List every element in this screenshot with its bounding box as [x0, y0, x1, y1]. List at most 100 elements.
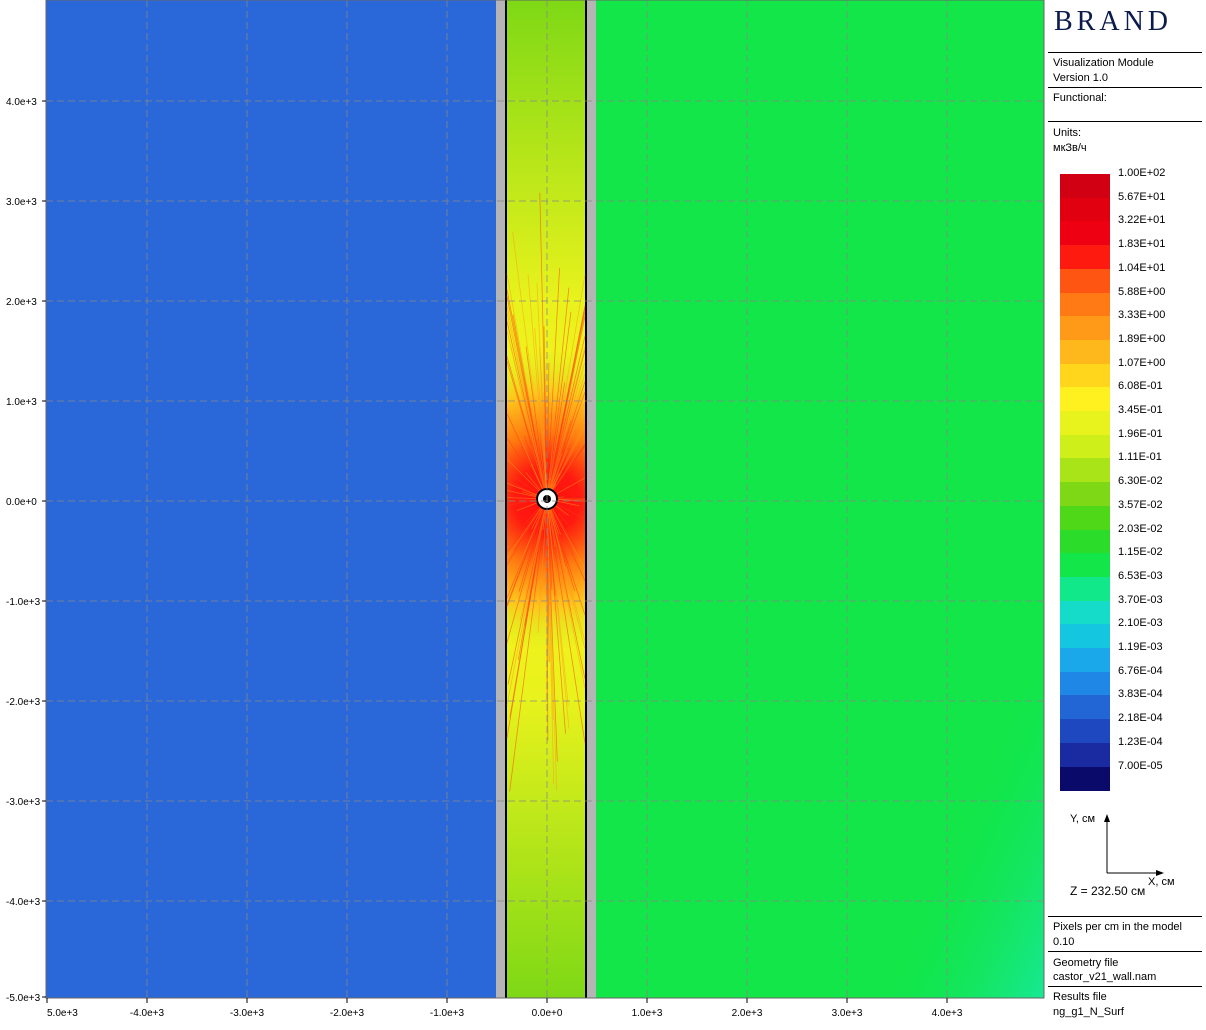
left-region	[46, 0, 496, 998]
legend-label: 3.45E-01	[1118, 404, 1163, 416]
legend-label: 2.18E-04	[1118, 712, 1163, 725]
legend-swatch	[1060, 458, 1110, 483]
x-tick-label: 5.0e+3	[47, 1008, 78, 1019]
pixels-label: Pixels per cm in the model	[1053, 921, 1182, 933]
y-tick-label: -4.0e+3	[6, 897, 41, 908]
module-version: Version 1.0	[1053, 72, 1109, 84]
y-axis-ticks: 4.0e+3 3.0e+3 2.0e+3 1.0e+3 0.0e+0 -1.0e+3 -2.…	[6, 97, 46, 1004]
divider	[1048, 916, 1202, 917]
legend-label: 1.89E+00	[1118, 332, 1166, 345]
legend-entry: 1.89E+00	[1060, 333, 1200, 364]
legend-swatch	[1060, 719, 1110, 744]
x-tick-label: -3.0e+3	[230, 1008, 265, 1019]
legend-entry: 6.53E-03	[1060, 570, 1200, 601]
info-panel: BRAND Visualization Module Version 1.0 F…	[1048, 0, 1206, 1030]
y-tick-label: 1.0e+3	[6, 397, 37, 408]
legend-entry: 3.57E-02	[1060, 499, 1200, 530]
z-label: Z = 232.50 см	[1070, 884, 1146, 898]
divider	[1048, 986, 1202, 987]
legend-label: 1.23E-04	[1118, 735, 1163, 748]
legend-label: 1.83E+01	[1118, 238, 1166, 251]
legend-entry: 2.03E-02	[1060, 523, 1200, 554]
legend-label: 7.00E-05	[1118, 759, 1163, 772]
x-tick-label: -4.0e+3	[130, 1008, 165, 1019]
legend-entry: 1.04E+01	[1060, 262, 1200, 293]
module-name: Visualization Module	[1053, 57, 1154, 69]
divider	[1048, 52, 1202, 53]
legend-entry: 6.30E-02	[1060, 475, 1200, 507]
y-tick-label: -2.0e+3	[6, 697, 41, 708]
legend-swatch	[1060, 505, 1110, 530]
y-tick-label: 2.0e+3	[6, 297, 37, 308]
legend-entry: 6.76E-04	[1060, 665, 1200, 696]
legend-entry: 6.08E-01	[1060, 380, 1200, 412]
legend-label: 6.08E-01	[1118, 380, 1163, 393]
legend-label: 1.07E+00	[1118, 356, 1166, 369]
divider	[1048, 87, 1202, 88]
divider	[1048, 951, 1202, 952]
x-axis-ticks: 5.0e+3 -4.0e+3 -3.0e+3 -2.0e+3 -1.0e+3 0.0e+0…	[46, 998, 963, 1019]
legend-label: 3.70E-03	[1118, 593, 1163, 606]
x-tick-label: 4.0e+3	[932, 1008, 963, 1019]
legend-label: 1.96E-01	[1118, 427, 1163, 440]
legend-entry: 5.67E+01	[1060, 191, 1200, 222]
units-value: мкЗв/ч	[1053, 142, 1087, 154]
legend-label: 3.83E-04	[1118, 688, 1163, 701]
legend-label: 3.22E+01	[1118, 214, 1166, 227]
legend-label: 6.30E-02	[1118, 475, 1163, 488]
legend-swatch	[1060, 316, 1110, 341]
legend-entry: 3.70E-03	[1060, 594, 1200, 625]
legend-entry: 3.22E+01	[1060, 214, 1200, 246]
axis-orientation-icon	[1104, 814, 1164, 876]
brand-logo: BRAND	[1054, 6, 1173, 37]
y-axis-label: Y, см	[1070, 813, 1096, 825]
legend-swatch	[1060, 292, 1110, 317]
legend-entry: 2.10E-03	[1060, 617, 1200, 649]
y-tick-label: -5.0e+3	[6, 993, 41, 1004]
legend-entry: 5.88E+00	[1060, 286, 1200, 317]
legend-swatch	[1060, 695, 1110, 720]
legend-label: 5.67E+01	[1118, 190, 1166, 203]
legend-label: 6.76E-04	[1118, 664, 1163, 677]
y-tick-label: 0.0e+0	[6, 497, 37, 508]
x-tick-label: -1.0e+3	[430, 1008, 465, 1019]
legend-entry: 1.23E-04	[1060, 736, 1200, 767]
geometry-label: Geometry file	[1053, 957, 1119, 969]
legend-entry: 1.07E+00	[1060, 357, 1200, 388]
geometry-value: castor_v21_wall.nam	[1053, 971, 1157, 983]
units-label: Units:	[1053, 127, 1082, 139]
grid	[46, 0, 1044, 998]
divider	[1048, 121, 1202, 122]
legend-swatch	[1060, 624, 1110, 649]
legend-entry: 1.11E-01	[1060, 451, 1200, 483]
legend-label: 1.11E-01	[1118, 451, 1162, 464]
legend-entry: 3.83E-04	[1060, 688, 1200, 720]
results-label: Results file	[1053, 991, 1107, 1003]
legend-entry: 1.96E-01	[1060, 428, 1200, 459]
x-axis-label: X, см	[1148, 876, 1175, 888]
legend-swatch	[1060, 363, 1110, 388]
legend-entry: 7.00E-05	[1060, 760, 1200, 791]
legend-label: 5.88E+00	[1118, 285, 1166, 298]
y-tick-label: -3.0e+3	[6, 797, 41, 808]
y-tick-label: -1.0e+3	[6, 597, 41, 608]
legend-label: 1.19E-03	[1118, 641, 1163, 653]
legend-entry: 1.00E+02	[1060, 167, 1200, 198]
legend-label: 1.00E+02	[1118, 167, 1166, 179]
legend-label: 6.53E-03	[1118, 569, 1163, 582]
legend-swatch	[1060, 553, 1110, 578]
x-tick-label: -2.0e+3	[330, 1008, 365, 1019]
legend-swatch	[1060, 482, 1110, 507]
legend-label: 2.10E-03	[1118, 617, 1163, 630]
plot-area[interactable]	[46, 0, 1046, 998]
pixels-value: 0.10	[1053, 936, 1075, 948]
y-tick-label: 3.0e+3	[6, 197, 37, 208]
wall-right-frame	[586, 0, 596, 998]
legend-label: 2.03E-02	[1118, 522, 1163, 535]
results-value: ng_g1_N_Surf	[1053, 1006, 1124, 1018]
legend-entry: 1.15E-02	[1060, 546, 1200, 578]
legend-swatch	[1060, 742, 1110, 767]
legend-entry: 2.18E-04	[1060, 712, 1200, 744]
legend-swatch	[1060, 766, 1110, 791]
